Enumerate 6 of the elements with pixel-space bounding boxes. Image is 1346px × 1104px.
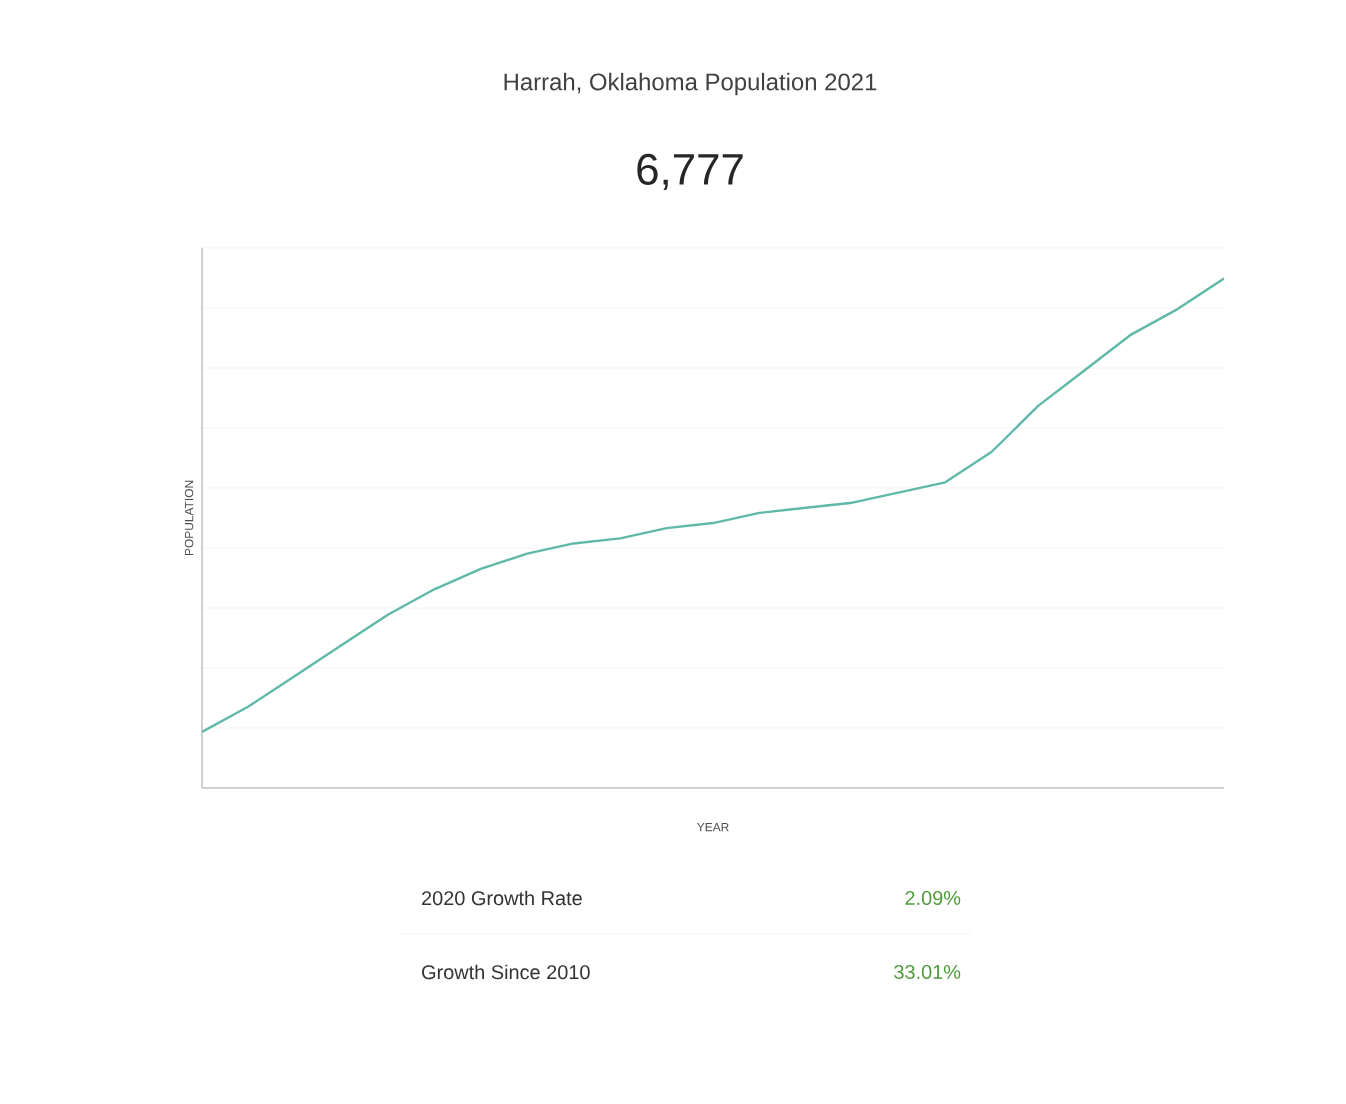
- chart-title: Harrah, Oklahoma Population 2021: [504, 72, 877, 96]
- text: 33.01%: [894, 964, 961, 980]
- chart-subtitle: 6,777: [637, 153, 743, 191]
- text: 2.09%: [905, 890, 961, 906]
- text: Growth Since 2010: [422, 964, 590, 980]
- text: 2020 Growth Rate: [422, 890, 582, 906]
